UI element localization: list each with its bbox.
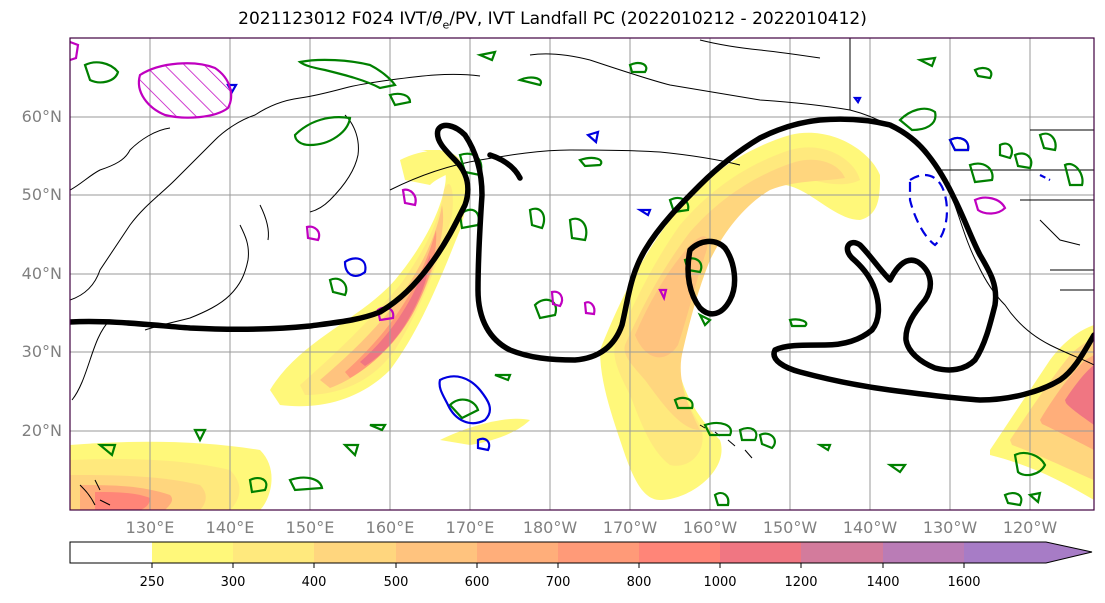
ivt-filament-west <box>270 150 466 407</box>
colorbar-tick-label: 250 <box>139 575 165 590</box>
lon-label: 130°E <box>125 518 175 537</box>
colorbar-tick-label: 1000 <box>703 575 737 590</box>
colorbar-tick-label: 700 <box>545 575 571 590</box>
colorbar-tick-label: 500 <box>383 575 409 590</box>
pv-contours <box>83 50 1084 507</box>
colorbar-tick-label: 1400 <box>866 575 900 590</box>
coastline-aleutians <box>389 149 741 191</box>
lon-label: 150°W <box>762 518 818 537</box>
lat-label: 30°N <box>21 342 62 361</box>
lon-label: 140°E <box>205 518 255 537</box>
ivt-colorbar <box>69 541 1093 568</box>
lon-label: 120°W <box>1002 518 1058 537</box>
lon-label: 130°W <box>922 518 978 537</box>
lat-label: 40°N <box>21 264 62 283</box>
coastline-japan <box>144 224 249 331</box>
lon-label: 160°E <box>365 518 415 537</box>
colorbar-tick-label: 1200 <box>784 575 818 590</box>
lat-label: 50°N <box>21 185 62 204</box>
colorbar-tick-label: 1600 <box>947 575 981 590</box>
ivt-pc-contours <box>70 40 1007 322</box>
theta-e-contours <box>226 83 1051 452</box>
landfall-probability-contour <box>70 116 1094 403</box>
colorbar-tick-label: 300 <box>220 575 246 590</box>
lat-label: 20°N <box>21 421 62 440</box>
lon-label: 170°E <box>445 518 495 537</box>
lon-label: 170°W <box>602 518 658 537</box>
lon-label: 160°W <box>682 518 738 537</box>
map-frame <box>69 37 1095 511</box>
landfall-contour-west <box>70 116 1094 403</box>
lon-label: 150°E <box>285 518 335 537</box>
coastline-kamchatka <box>309 114 359 213</box>
lon-label: 140°W <box>842 518 898 537</box>
map-title: 2021123012 F024 IVT/θe/PV, IVT Landfall … <box>238 9 867 32</box>
ivt-pc-hatched-region <box>137 62 233 119</box>
colorbar-tick-label: 800 <box>626 575 652 590</box>
colorbar-tick-label: 600 <box>464 575 490 590</box>
colorbar-tick-label: 400 <box>301 575 327 590</box>
lon-label: 180°W <box>522 518 578 537</box>
coastlines <box>70 38 1094 506</box>
graticule <box>70 38 1094 510</box>
coastline-asia <box>70 73 481 301</box>
lat-label: 60°N <box>21 107 62 126</box>
